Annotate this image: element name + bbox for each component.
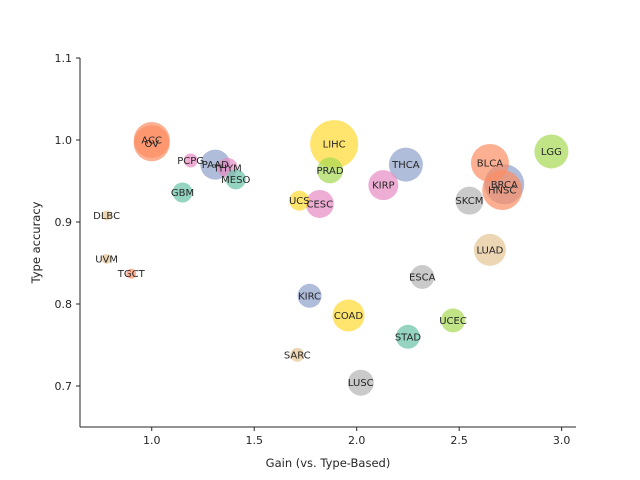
- point-label-cesc: CESC: [306, 199, 333, 210]
- x-axis-label: Gain (vs. Type-Based): [266, 456, 391, 470]
- data-point-luad: [473, 233, 506, 266]
- point-label-sarc: SARC: [284, 350, 311, 361]
- point-label-thca: THCA: [391, 160, 420, 171]
- y-axis-label: Type accuracy: [29, 201, 43, 284]
- data-point-lgg: [534, 134, 569, 169]
- point-label-gbm: GBM: [171, 188, 194, 199]
- data-point-ov: [133, 125, 170, 162]
- point-label-paad: PAAD: [202, 160, 229, 171]
- data-point-thca: [388, 147, 423, 182]
- y-tick-label: 1.0: [55, 134, 73, 147]
- data-point-skcm: [455, 186, 484, 215]
- data-point-prad: [317, 157, 344, 184]
- point-label-acc: ACC: [141, 136, 162, 147]
- y-tick-label: 0.7: [55, 380, 73, 393]
- point-label-stad: STAD: [395, 332, 422, 343]
- point-label-pcpg: PCPG: [177, 156, 204, 167]
- x-tick-label: 2.0: [348, 434, 366, 447]
- point-label-lihc: LIHC: [323, 140, 346, 151]
- points-layer: [101, 120, 569, 396]
- point-label-lusc: LUSC: [348, 378, 374, 389]
- point-label-dlbc: DLBC: [93, 211, 120, 222]
- data-point-esca: [410, 264, 435, 289]
- data-point-meso: [225, 169, 246, 190]
- point-label-thym: THYM: [212, 163, 241, 174]
- data-point-sarc: [290, 347, 305, 362]
- data-point-ucs: [289, 190, 310, 211]
- data-point-kirp: [368, 170, 399, 201]
- data-point-tgct: [126, 268, 137, 279]
- data-point-kirc: [297, 283, 322, 308]
- data-point-lusc: [347, 369, 374, 396]
- point-label-ucec: UCEC: [439, 316, 467, 327]
- data-point-ucec: [441, 308, 466, 333]
- point-label-coad: COAD: [334, 311, 364, 322]
- y-tick-label: 1.1: [55, 52, 73, 65]
- point-label-brca: BRCA: [491, 180, 518, 191]
- x-tick-label: 1.5: [245, 434, 263, 447]
- point-label-hnsc: HNSC: [488, 186, 516, 197]
- point-label-ov: OV: [144, 139, 159, 150]
- y-tick-label: 0.9: [55, 216, 73, 229]
- point-label-esca: ESCA: [409, 272, 436, 283]
- point-label-luad: LUAD: [476, 245, 503, 256]
- data-point-pcpg: [183, 153, 198, 168]
- point-label-meso: MESO: [221, 175, 250, 186]
- y-axis-ticks: 0.7 0.8 0.9 1.0 1.1: [55, 52, 80, 393]
- y-tick-label: 0.8: [55, 298, 73, 311]
- point-label-lgg: LGG: [541, 147, 562, 158]
- data-point-blca: [470, 143, 509, 182]
- point-label-tgct: TGCT: [117, 269, 146, 280]
- x-tick-label: 2.5: [450, 434, 468, 447]
- data-point-cesc: [305, 189, 334, 218]
- point-label-kirc: KIRC: [298, 291, 321, 302]
- point-label-uvm: UVM: [95, 254, 118, 265]
- data-point-gbm: [172, 182, 193, 203]
- x-tick-label: 3.0: [553, 434, 571, 447]
- data-point-uvm: [101, 253, 112, 264]
- x-axis-ticks: 1.0 1.5 2.0 2.5 3.0: [143, 427, 570, 447]
- data-point-coad: [332, 299, 365, 332]
- point-label-kirp: KIRP: [372, 181, 395, 192]
- point-label-blca: BLCA: [477, 158, 503, 169]
- data-point-stad: [395, 324, 420, 349]
- data-point-lihc: [310, 120, 359, 169]
- point-label-skcm: SKCM: [455, 196, 483, 207]
- point-label-prad: PRAD: [316, 166, 343, 177]
- data-point-dlbc: [101, 210, 112, 221]
- x-tick-label: 1.0: [143, 434, 161, 447]
- point-label-ucs: UCS: [289, 196, 310, 207]
